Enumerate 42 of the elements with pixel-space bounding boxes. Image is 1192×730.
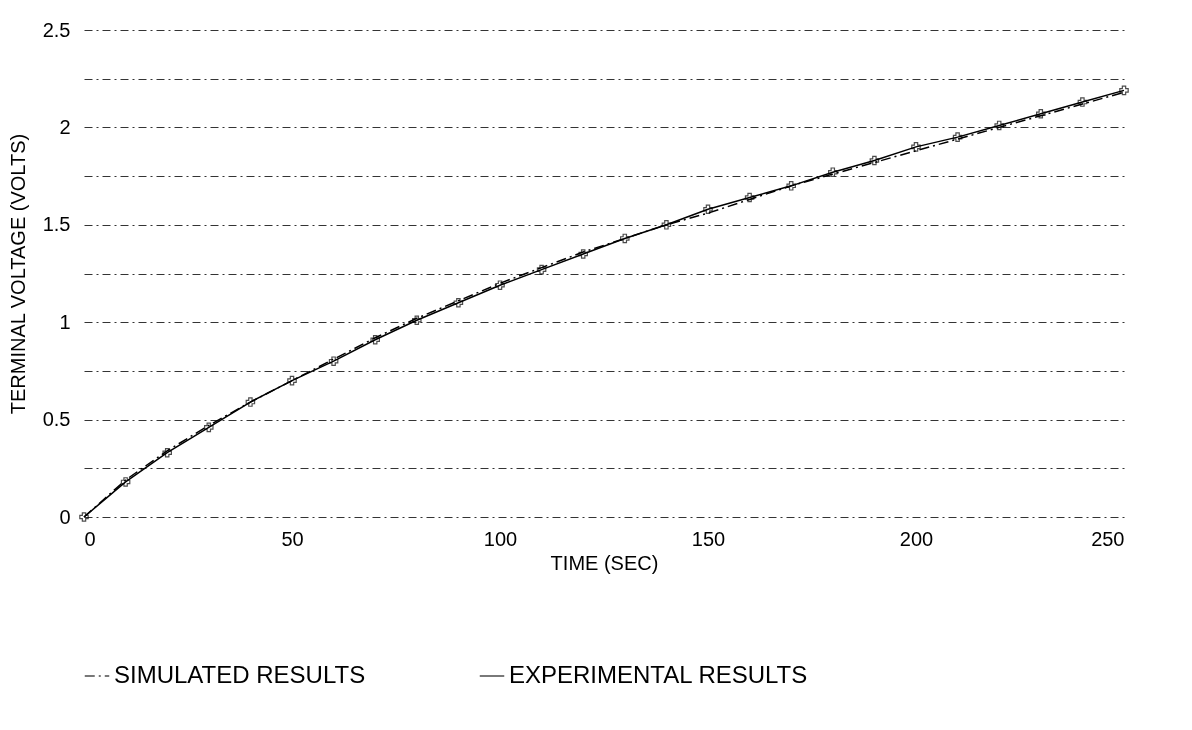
point (703, 204, 713, 214)
x-tick-label: 200 (899, 527, 934, 550)
point (786, 181, 796, 191)
x-tick-label: 100 (483, 527, 518, 550)
point (120, 477, 131, 487)
x-tick-label: 250 (1091, 527, 1125, 550)
point (536, 264, 547, 275)
point (1077, 97, 1088, 107)
x-tick-label: 0 (84, 527, 96, 550)
point (495, 280, 505, 290)
point (744, 192, 755, 203)
point (578, 249, 588, 259)
x-tick-label: 150 (691, 527, 726, 550)
y-axis-title: TERMINAL VOLTAGE (VOLTS) (6, 133, 29, 415)
point (287, 375, 297, 386)
legend-label: EXPERIMENTAL RESULTS (509, 661, 808, 688)
point (994, 120, 1004, 131)
point (204, 422, 214, 433)
x-tick-label: 50 (281, 527, 304, 550)
point (911, 142, 921, 152)
point (328, 356, 339, 366)
point (869, 155, 880, 166)
point (828, 167, 838, 177)
point (1036, 108, 1046, 119)
point (79, 512, 89, 522)
point (412, 315, 422, 326)
point (370, 334, 380, 345)
y-tick-label: 1.5 (42, 213, 71, 236)
y-tick-label: 2 (59, 115, 71, 138)
y-tick-label: 0.5 (42, 408, 71, 431)
point (453, 297, 464, 308)
point (162, 447, 172, 458)
point (1119, 85, 1129, 96)
point (620, 233, 630, 244)
x-axis-title: TIME (SEC) (550, 551, 659, 574)
legend-label: SIMULATED RESULTS (114, 661, 366, 688)
point (661, 220, 672, 230)
y-tick-label: 1 (59, 310, 71, 333)
point (245, 397, 256, 407)
point (952, 132, 963, 142)
y-tick-label: 2.5 (42, 18, 71, 41)
y-tick-label: 0 (59, 505, 71, 528)
